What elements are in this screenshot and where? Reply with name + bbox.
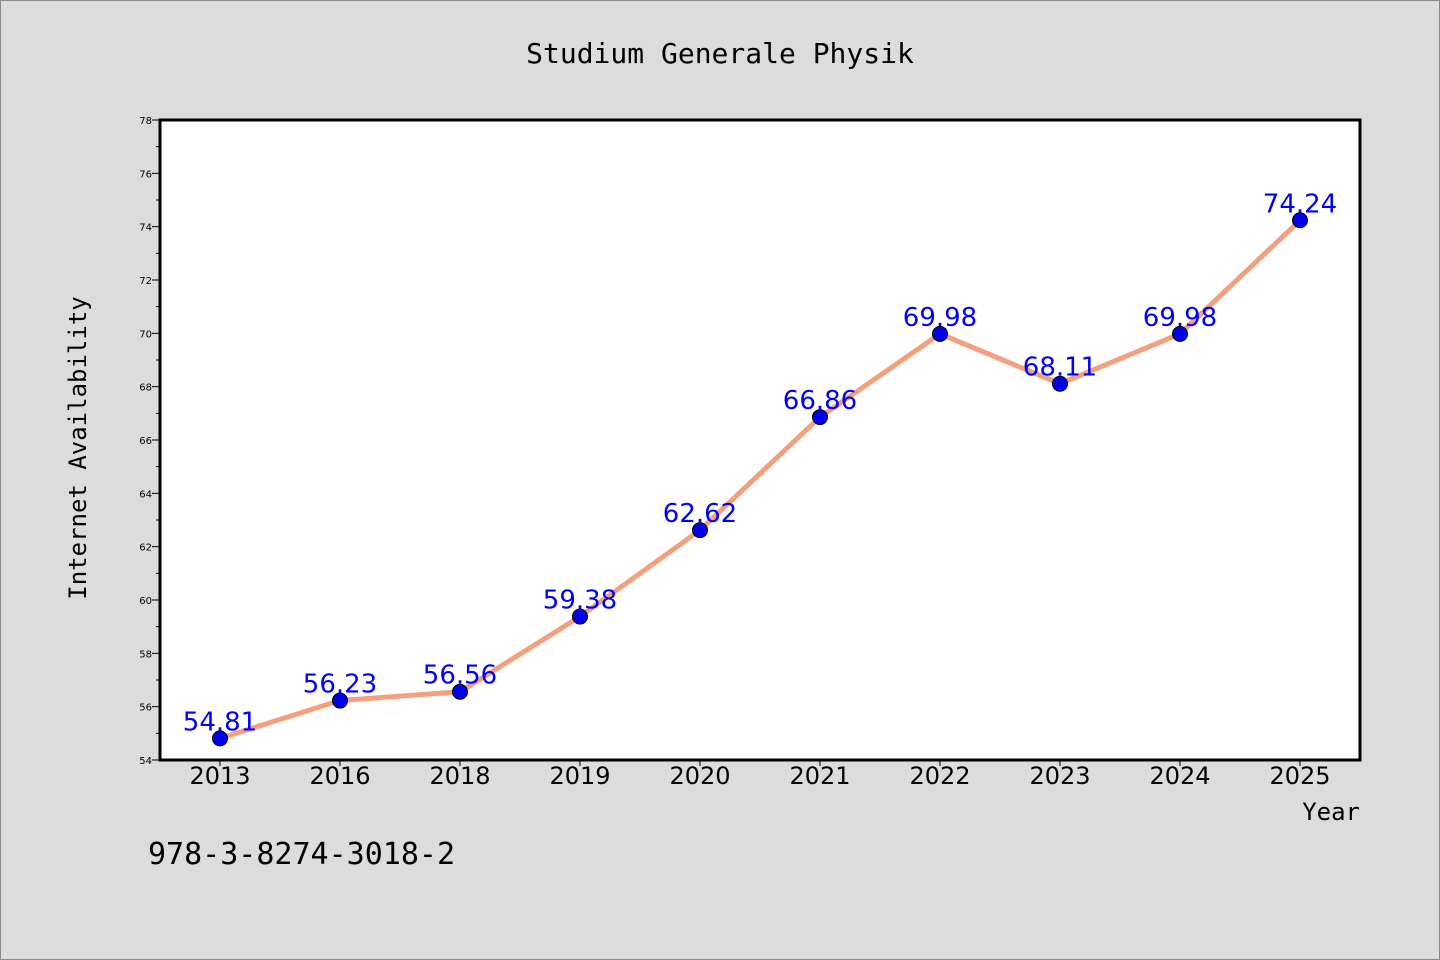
series-line bbox=[219, 218, 1302, 741]
data-point bbox=[812, 409, 828, 426]
data-label: 59.38 bbox=[543, 586, 617, 616]
plot-area bbox=[158, 118, 1362, 762]
x-tick-label: 2022 bbox=[909, 762, 970, 790]
data-point bbox=[332, 692, 348, 709]
x-tick-label: 2013 bbox=[189, 762, 250, 790]
y-tick-label: 78 bbox=[139, 116, 152, 127]
data-point bbox=[452, 683, 468, 700]
data-label: 69.98 bbox=[1143, 303, 1217, 333]
y-tick-label: 68 bbox=[139, 383, 152, 394]
x-axis-ticks: 2013 2016 2018 2019 2020 2021 2022 2023 2024 2025 bbox=[189, 760, 1331, 790]
chart-title: Studium Generale Physik bbox=[526, 37, 914, 70]
data-point bbox=[692, 522, 708, 539]
data-label-layer: 54.81 56.23 56.56 59.38 62.62 66.86 69.98 68.11… bbox=[183, 189, 1337, 737]
x-tick-label: 2020 bbox=[669, 762, 730, 790]
data-point bbox=[1052, 375, 1068, 392]
y-axis-ticks: 54 56 58 60 62 64 66 68 70 72 74 76 78 bbox=[139, 116, 160, 767]
data-label: 54.81 bbox=[183, 707, 257, 737]
data-label: 68.11 bbox=[1023, 353, 1097, 383]
data-point bbox=[932, 325, 948, 342]
data-label: 56.23 bbox=[303, 670, 377, 700]
y-tick-label: 70 bbox=[139, 329, 152, 340]
y-axis-label: Internet Availability bbox=[64, 296, 92, 599]
y-tick-label: 56 bbox=[139, 703, 152, 714]
x-tick-label: 2024 bbox=[1149, 762, 1210, 790]
y-tick-label: 76 bbox=[139, 169, 152, 180]
x-tick-label: 2023 bbox=[1029, 762, 1090, 790]
data-label: 66.86 bbox=[783, 386, 857, 416]
x-tick-label: 2021 bbox=[789, 762, 850, 790]
y-tick-label: 66 bbox=[139, 436, 152, 447]
data-point bbox=[572, 608, 588, 625]
x-tick-label: 2018 bbox=[429, 762, 490, 790]
y-tick-label: 74 bbox=[139, 223, 152, 234]
data-label: 69.98 bbox=[903, 303, 977, 333]
x-tick-label: 2025 bbox=[1269, 762, 1330, 790]
data-point bbox=[212, 730, 228, 747]
y-tick-label: 54 bbox=[139, 756, 152, 767]
data-label: 56.56 bbox=[423, 661, 497, 691]
x-axis-label: Year bbox=[1302, 798, 1360, 826]
isbn-footer-text: 978-3-8274-3018-2 bbox=[148, 837, 455, 872]
y-tick-label: 60 bbox=[139, 596, 152, 607]
data-point bbox=[1172, 325, 1188, 342]
x-tick-label: 2019 bbox=[549, 762, 610, 790]
y-tick-label: 64 bbox=[139, 489, 152, 500]
x-tick-label: 2016 bbox=[309, 762, 370, 790]
data-label: 62.62 bbox=[663, 499, 737, 529]
data-point bbox=[1292, 212, 1308, 229]
y-tick-label: 62 bbox=[139, 543, 152, 554]
data-label: 74.24 bbox=[1263, 189, 1337, 219]
y-tick-label: 72 bbox=[139, 276, 152, 287]
y-tick-label: 58 bbox=[139, 649, 152, 660]
series-layer bbox=[212, 212, 1308, 747]
